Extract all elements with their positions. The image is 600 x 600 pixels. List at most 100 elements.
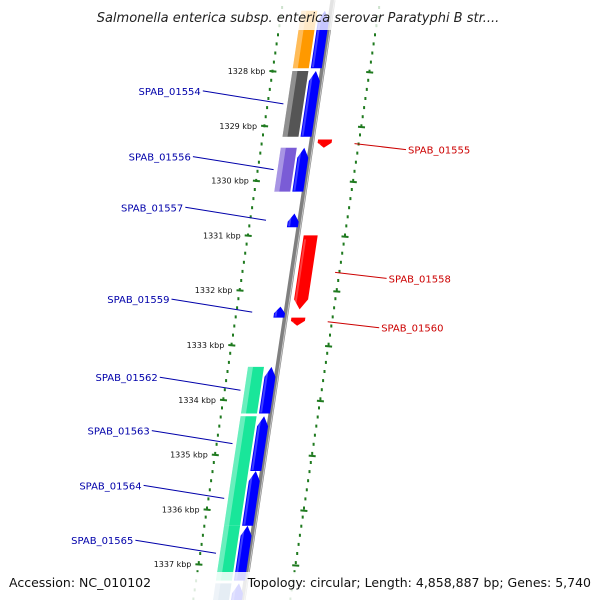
tick-mark-outer [292, 564, 300, 567]
inner-ruler-dot [242, 260, 245, 264]
inner-ruler-dot [237, 297, 240, 301]
inner-ruler-dot [230, 342, 233, 346]
cog-band [274, 147, 297, 192]
outer-ruler-dot [338, 269, 341, 273]
cds-shine [235, 529, 245, 580]
outer-ruler-dot [334, 297, 337, 301]
outer-ruler-dot [296, 552, 299, 555]
outer-ruler-dot [319, 397, 322, 401]
inner-ruler-dot [234, 315, 237, 319]
reverse-cds-arrow [294, 235, 318, 310]
outer-ruler-dot [341, 251, 344, 255]
cog-band-highlight [232, 416, 246, 471]
forward-cds-arrow [250, 416, 269, 471]
inner-ruler-dot [251, 206, 254, 210]
inner-ruler-dot [267, 97, 270, 100]
inner-ruler-dot [270, 78, 273, 82]
tick-mark-outer [349, 180, 357, 184]
tick-mark-inner [261, 124, 269, 128]
gene-label: SPAB_01558 [389, 274, 451, 285]
gene-label: SPAB_01559 [107, 295, 169, 306]
cds-shine [274, 310, 278, 317]
inner-ruler-dot [257, 160, 260, 164]
cog-band-highlight [282, 71, 298, 137]
inner-ruler-dot [229, 351, 232, 355]
tick-mark-outer [316, 399, 324, 403]
tick-mark-inner [203, 508, 211, 511]
outer-ruler-dot [327, 342, 330, 346]
forward-cds-arrow [286, 213, 299, 228]
tick-layer: 1328 kbp 1329 kbp 1330 kbp 1331 kbp 1332 kbp… [154, 6, 381, 600]
outer-ruler-dot [303, 506, 305, 510]
cog-band-highlight [224, 471, 238, 526]
inner-ruler-dot [240, 279, 243, 282]
cog-band [215, 525, 241, 581]
inner-ruler-dot [206, 506, 208, 510]
inner-ruler-dot [266, 106, 269, 110]
outer-ruler-dot [348, 206, 351, 210]
gene-label: SPAB_01555 [408, 146, 470, 157]
inner-ruler-dot [221, 406, 223, 410]
inner-ruler-dot [248, 224, 251, 228]
outer-ruler-dot [322, 379, 325, 383]
inner-ruler-dot [227, 360, 230, 364]
reverse-cds-arrow [290, 317, 306, 326]
label-leader-line [202, 90, 284, 105]
outer-ruler-dot [330, 324, 333, 328]
inner-ruler-dot [256, 169, 259, 173]
forward-cds-arrow [273, 306, 285, 318]
tick-mark-inner [228, 344, 236, 347]
outer-ruler-dot [308, 470, 311, 474]
inner-ruler-dot [245, 242, 248, 246]
cds-shine [301, 75, 313, 136]
inner-ruler-dot [259, 151, 262, 155]
outer-ruler-dot [326, 351, 329, 355]
label-leader-line [185, 206, 267, 221]
gene-label: SPAB_01562 [96, 373, 158, 384]
inner-ruler-dot [203, 524, 206, 528]
outer-ruler-dot [323, 370, 326, 373]
label-leader-line [354, 143, 407, 151]
inner-ruler-dot [211, 470, 214, 474]
outer-ruler-dot [369, 60, 372, 64]
outer-ruler-dot [329, 333, 331, 337]
outer-ruler-dot [305, 488, 308, 492]
cog-band-highlight [274, 147, 286, 192]
gene-label: SPAB_01564 [79, 481, 141, 492]
inner-ruler-dot [244, 251, 247, 255]
tick-mark-outer [300, 509, 308, 512]
outer-ruler-dot [301, 515, 304, 519]
tick-mark-inner [269, 70, 277, 73]
tick-mark-inner [219, 398, 228, 402]
inner-ruler-dot [236, 306, 239, 310]
outer-ruler-dot [363, 106, 366, 110]
outer-ruler-dot [359, 133, 361, 137]
tick-label: 1335 kbp [170, 451, 208, 460]
tick-mark-inner [195, 563, 203, 566]
outer-ruler-dot [353, 169, 356, 173]
tick-label: 1329 kbp [219, 122, 257, 131]
gene-label: SPAB_01554 [139, 87, 201, 98]
outer-ruler-dot [371, 51, 374, 55]
tick-mark-inner [211, 453, 219, 457]
forward-cds-arrow [292, 147, 309, 192]
inner-ruler-dot [196, 570, 199, 574]
outer-ruler-dot [349, 197, 352, 201]
tick-mark-outer [308, 454, 316, 458]
tick-mark-outer [325, 345, 333, 348]
inner-ruler-dot [277, 33, 279, 37]
outer-ruler-dot [372, 42, 375, 46]
footer-band [0, 572, 600, 600]
tick-label: 1332 kbp [195, 286, 233, 295]
tick-label: 1337 kbp [154, 560, 192, 569]
inner-ruler-dot [249, 215, 252, 219]
label-leader-line [171, 298, 253, 313]
inner-ruler-dot [218, 424, 221, 428]
tick-mark-outer [357, 125, 366, 129]
label-leader-line [135, 539, 217, 554]
gene-label: SPAB_01556 [129, 153, 191, 164]
label-leader-line [192, 156, 274, 171]
label-leader-line [327, 321, 380, 329]
outer-ruler-dot [333, 306, 336, 310]
